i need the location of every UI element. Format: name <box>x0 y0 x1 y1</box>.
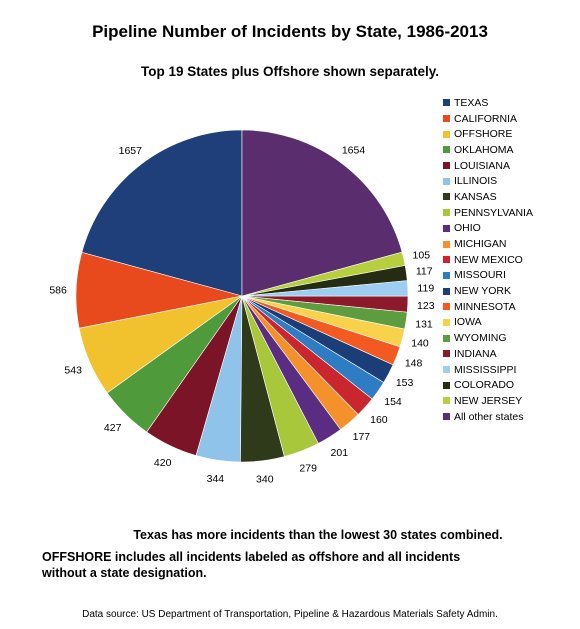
legend-label: MICHIGAN <box>454 238 507 251</box>
legend-swatch <box>443 240 450 248</box>
legend-label: KANSAS <box>454 190 497 203</box>
legend-item-michigan: MICHIGAN <box>443 236 533 252</box>
data-source: Data source: US Department of Transporta… <box>82 609 498 620</box>
data-label-pennsylvania: 279 <box>299 463 317 475</box>
data-label-mississippi: 119 <box>417 283 434 295</box>
legend-item-minnesota: MINNESOTA <box>443 299 533 315</box>
legend-label: CALIFORNIA <box>454 112 518 125</box>
data-label-minnesota: 148 <box>405 357 423 369</box>
legend-swatch <box>443 177 450 185</box>
legend-item-pennsylvania: PENNSYLVANIA <box>443 205 533 221</box>
data-label-michigan: 177 <box>353 431 371 443</box>
legend-item-ohio: OHIO <box>443 221 533 237</box>
legend-swatch <box>443 381 450 389</box>
legend-label: TEXAS <box>454 96 489 109</box>
legend-item-new-mexico: NEW MEXICO <box>443 252 533 268</box>
legend-swatch <box>443 99 450 107</box>
data-label-iowa: 140 <box>411 338 429 350</box>
legend-item-california: CALIFORNIA <box>443 111 533 127</box>
legend-label: OKLAHOMA <box>454 143 514 156</box>
data-label-california: 586 <box>49 285 67 297</box>
data-label-offshore: 543 <box>64 364 82 376</box>
data-label-oklahoma: 427 <box>104 422 122 434</box>
legend-item-wyoming: WYOMING <box>443 330 533 346</box>
data-label-new-jersey: 105 <box>413 250 431 262</box>
legend-label: COLORADO <box>454 379 515 392</box>
legend-item-mississippi: MISSISSIPPI <box>443 362 533 378</box>
legend-item-iowa: IOWA <box>443 315 533 331</box>
legend-swatch <box>443 256 450 264</box>
legend-label: NEW YORK <box>454 285 511 298</box>
legend-swatch <box>443 209 450 217</box>
legend-item-new-york: NEW YORK <box>443 283 533 299</box>
data-label-illinois: 344 <box>207 473 225 485</box>
legend-label: OHIO <box>454 222 481 235</box>
data-label-wyoming: 131 <box>415 318 433 330</box>
data-label-kansas: 340 <box>256 474 274 486</box>
legend-label: MISSISSIPPI <box>454 363 517 376</box>
legend-swatch <box>443 224 450 232</box>
chart-legend: TEXAS CALIFORNIA OFFSHORE OKLAHOMA LOUISIANA… <box>443 95 533 424</box>
data-label-texas: 1657 <box>119 145 143 157</box>
legend-swatch <box>443 130 450 138</box>
legend-item-kansas: KANSAS <box>443 189 533 205</box>
legend-item-new-jersey: NEW JERSEY <box>443 393 533 409</box>
legend-label: LOUISIANA <box>454 159 511 172</box>
legend-label: WYOMING <box>454 332 507 345</box>
legend-item-missouri: MISSOURI <box>443 268 533 284</box>
legend-swatch <box>443 271 450 279</box>
legend-item-indiana: INDIANA <box>443 346 533 362</box>
data-label-indiana: 123 <box>417 300 435 312</box>
pie-slice-all-other-states <box>241 129 403 297</box>
legend-swatch <box>443 287 450 295</box>
data-label-ohio: 201 <box>331 447 349 459</box>
legend-item-oklahoma: OKLAHOMA <box>443 142 533 158</box>
legend-item-louisiana: LOUISIANA <box>443 158 533 174</box>
legend-label: All other states <box>454 410 524 423</box>
data-label-new-york: 153 <box>396 377 414 389</box>
offshore-note: OFFSHORE includes all incidents labeled … <box>42 550 461 580</box>
legend-label: NEW MEXICO <box>454 253 523 266</box>
legend-swatch <box>443 318 450 326</box>
legend-swatch <box>443 413 450 421</box>
legend-swatch <box>443 334 450 342</box>
data-label-all-other-states: 1654 <box>342 145 366 157</box>
data-label-colorado: 117 <box>416 265 433 277</box>
legend-swatch <box>443 146 450 154</box>
legend-item-offshore: OFFSHORE <box>443 126 533 142</box>
legend-item-colorado: COLORADO <box>443 377 533 393</box>
legend-label: MINNESOTA <box>454 300 516 313</box>
data-label-new-mexico: 160 <box>370 414 388 426</box>
chart-subtitle: Top 19 States plus Offshore shown separa… <box>140 64 440 79</box>
legend-label: MISSOURI <box>454 269 506 282</box>
legend-swatch <box>443 350 450 358</box>
legend-item-illinois: ILLINOIS <box>443 173 533 189</box>
pie-slice-texas <box>81 129 243 297</box>
legend-label: IOWA <box>454 316 482 329</box>
chart-title: Pipeline Number of Incidents by State, 1… <box>92 22 488 41</box>
legend-label: NEW JERSEY <box>454 394 523 407</box>
data-label-louisiana: 420 <box>154 457 172 469</box>
legend-label: ILLINOIS <box>454 175 498 188</box>
legend-swatch <box>443 366 450 374</box>
legend-swatch <box>443 162 450 170</box>
legend-swatch <box>443 303 450 311</box>
legend-item-all-other-states: All other states <box>443 409 533 425</box>
legend-label: INDIANA <box>454 347 497 360</box>
legend-item-texas: TEXAS <box>443 95 533 111</box>
legend-label: PENNSYLVANIA <box>454 206 533 219</box>
data-label-missouri: 154 <box>384 396 402 408</box>
comparison-note: Texas has more incidents than the lowest… <box>133 528 503 542</box>
legend-label: OFFSHORE <box>454 128 513 141</box>
legend-swatch <box>443 397 450 405</box>
legend-swatch <box>443 115 450 123</box>
legend-swatch <box>443 193 450 201</box>
